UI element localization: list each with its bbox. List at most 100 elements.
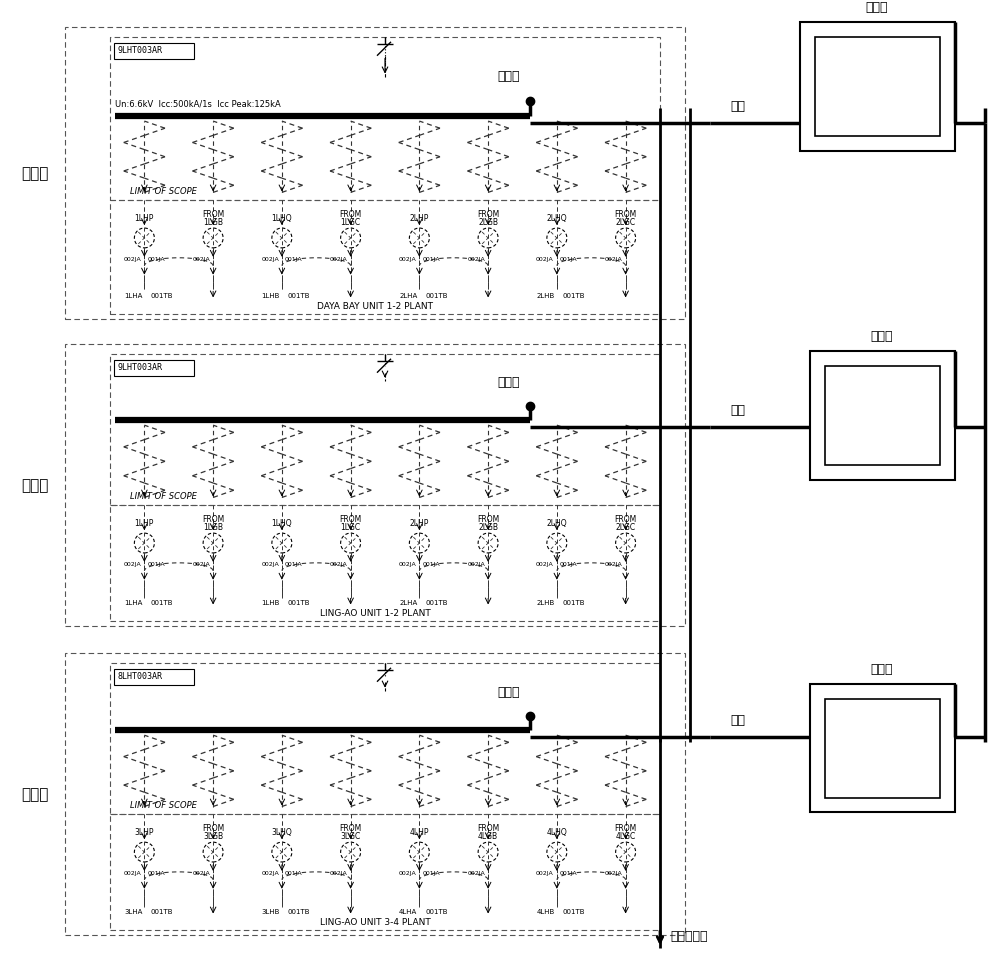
Text: 001TB: 001TB: [150, 294, 173, 299]
Text: FROM: FROM: [477, 210, 499, 220]
Text: 1LGB: 1LGB: [203, 523, 223, 533]
Text: 2LGC: 2LGC: [616, 523, 636, 533]
Text: 002JA: 002JA: [536, 562, 554, 567]
Bar: [810, 351, 955, 480]
Text: 2LHP: 2LHP: [410, 519, 429, 529]
Text: 002JA: 002JA: [605, 562, 623, 567]
Text: 002JA: 002JA: [399, 872, 416, 876]
Text: 2LGB: 2LGB: [478, 219, 498, 227]
Text: 001JA: 001JA: [422, 257, 440, 262]
Text: Un:6.6kV  Icc:500kA/1s  Icc Peak:125kA: Un:6.6kV Icc:500kA/1s Icc Peak:125kA: [115, 99, 281, 108]
Bar: [65, 27, 685, 319]
Text: 2LHB: 2LHB: [537, 601, 555, 607]
Bar: [815, 37, 940, 136]
Text: 002JA: 002JA: [330, 562, 348, 567]
Text: 1LHB: 1LHB: [262, 294, 280, 299]
Text: FROM: FROM: [477, 515, 499, 524]
Text: 3LGC: 3LGC: [340, 832, 361, 842]
Text: 2LGC: 2LGC: [616, 219, 636, 227]
Bar: [114, 669, 194, 685]
Text: LIMIT OF SCOPE: LIMIT OF SCOPE: [130, 801, 197, 811]
Text: 001JA: 001JA: [560, 872, 578, 876]
Text: LING-AO UNIT 1-2 PLANT: LING-AO UNIT 1-2 PLANT: [320, 610, 430, 618]
Text: 001TB: 001TB: [563, 601, 585, 607]
Bar: [114, 42, 194, 59]
Text: LIMIT OF SCOPE: LIMIT OF SCOPE: [130, 188, 197, 196]
Bar: [65, 653, 685, 935]
Text: 001JA: 001JA: [285, 872, 302, 876]
Text: 001TB: 001TB: [288, 294, 310, 299]
Text: 001TB: 001TB: [150, 601, 173, 607]
Text: 001TB: 001TB: [563, 294, 585, 299]
Bar: [810, 684, 955, 813]
Text: 1LHP: 1LHP: [135, 214, 154, 223]
Text: 002JA: 002JA: [261, 872, 279, 876]
Text: FROM: FROM: [614, 515, 637, 524]
Text: 002JA: 002JA: [399, 562, 416, 567]
Text: 8LHT003AR: 8LHT003AR: [118, 672, 163, 681]
Text: 1LHQ: 1LHQ: [272, 519, 292, 529]
Text: 002JA: 002JA: [124, 257, 141, 262]
Text: 3LHQ: 3LHQ: [272, 828, 292, 837]
Text: 002JA: 002JA: [330, 872, 348, 876]
Text: FROM: FROM: [340, 824, 362, 833]
Text: 9LHT003AR: 9LHT003AR: [118, 46, 163, 55]
Text: 2LHB: 2LHB: [537, 294, 555, 299]
Text: 002JA: 002JA: [605, 872, 623, 876]
Text: 螺栓孔: 螺栓孔: [498, 686, 520, 698]
Text: 2LHQ: 2LHQ: [547, 519, 567, 529]
Text: 002JA: 002JA: [261, 562, 279, 567]
Text: FROM: FROM: [614, 824, 637, 833]
Bar: [114, 360, 194, 376]
Bar: [65, 344, 685, 626]
Text: 3LGB: 3LGB: [203, 832, 223, 842]
Text: 螺栓孔: 螺栓孔: [498, 70, 520, 84]
Text: 3LHB: 3LHB: [262, 909, 280, 916]
Text: 2LHA: 2LHA: [399, 294, 417, 299]
Text: 001TB: 001TB: [425, 601, 448, 607]
Bar: [800, 22, 955, 151]
Text: 001TB: 001TB: [563, 909, 585, 916]
Bar: [110, 200, 660, 314]
Bar: [825, 366, 940, 465]
Text: 001JA: 001JA: [422, 562, 440, 567]
Text: 配电盘: 配电盘: [21, 166, 49, 181]
Text: 1LHA: 1LHA: [124, 294, 142, 299]
Text: FROM: FROM: [340, 515, 362, 524]
Bar: [110, 506, 660, 621]
Bar: [110, 353, 660, 506]
Text: 电缆: 电缆: [730, 715, 745, 727]
Text: 3LHP: 3LHP: [135, 828, 154, 837]
Text: 1LHQ: 1LHQ: [272, 214, 292, 223]
Text: 001TB: 001TB: [425, 294, 448, 299]
Text: 容纳箱: 容纳箱: [871, 663, 893, 676]
Text: 容纳箱: 容纳箱: [866, 1, 888, 14]
Text: DAYA BAY UNIT 1-2 PLANT: DAYA BAY UNIT 1-2 PLANT: [317, 302, 433, 311]
Text: 001TB: 001TB: [288, 601, 310, 607]
Text: 002JA: 002JA: [467, 562, 485, 567]
Text: FROM: FROM: [340, 210, 362, 220]
Bar: [110, 815, 660, 930]
Text: 001JA: 001JA: [422, 872, 440, 876]
Text: 002JA: 002JA: [536, 872, 554, 876]
Text: 1LHA: 1LHA: [124, 601, 142, 607]
Text: 电缆: 电缆: [730, 100, 745, 113]
Text: 1LHP: 1LHP: [135, 519, 154, 529]
Text: FROM: FROM: [202, 515, 224, 524]
Text: 1LGC: 1LGC: [341, 219, 361, 227]
Text: 螺栓孔: 螺栓孔: [498, 376, 520, 388]
Text: 001JA: 001JA: [285, 562, 302, 567]
Text: 002JA: 002JA: [192, 257, 210, 262]
Text: 4LHQ: 4LHQ: [546, 828, 567, 837]
Text: 002JA: 002JA: [124, 872, 141, 876]
Text: 1LHB: 1LHB: [262, 601, 280, 607]
Text: LING-AO UNIT 3-4 PLANT: LING-AO UNIT 3-4 PLANT: [320, 919, 430, 927]
Text: 001JA: 001JA: [285, 257, 302, 262]
Text: 002JA: 002JA: [399, 257, 416, 262]
Bar: [110, 37, 660, 200]
Text: 4LHP: 4LHP: [410, 828, 429, 837]
Text: 001TB: 001TB: [150, 909, 173, 916]
Text: 电缆: 电缆: [730, 404, 745, 417]
Text: 9LHT003AR: 9LHT003AR: [118, 363, 163, 373]
Bar: [110, 663, 660, 815]
